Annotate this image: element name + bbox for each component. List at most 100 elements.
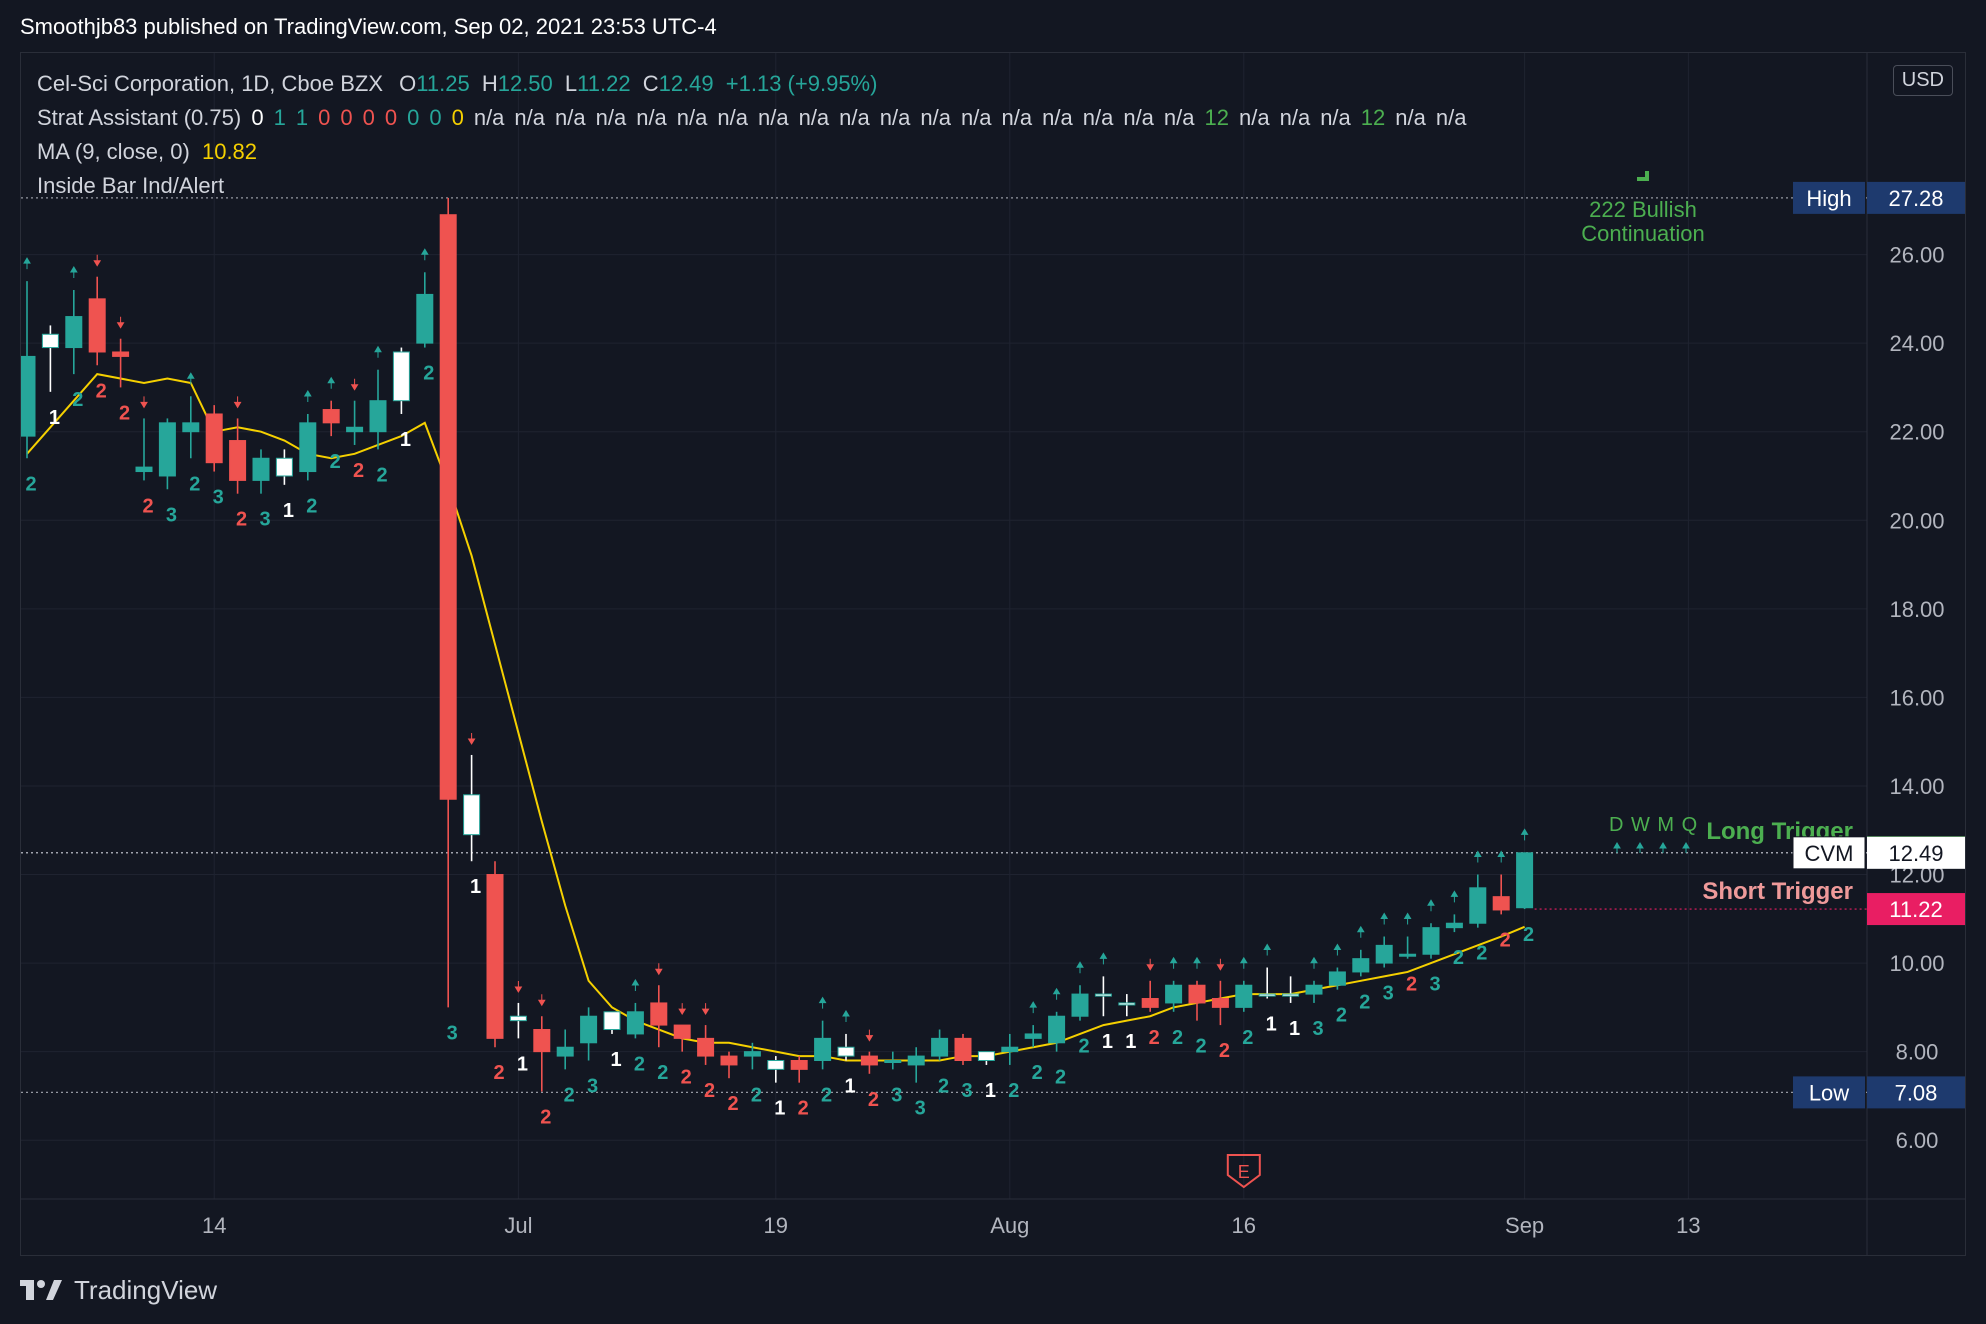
- cvm-tag: [1792, 836, 1866, 870]
- published-header: Smoothjb83 published on TradingView.com,…: [20, 14, 717, 39]
- ma-line-lead: [26, 373, 216, 455]
- strat-values: 0 1 1 0 0 0 0 0 0 0 n/a n/a n/a n/a n/a n/a n/a n/a n/a n/a…: [247, 105, 1466, 130]
- candle: 3: [907, 1047, 926, 1120]
- candle: 1: [275, 449, 294, 522]
- candle: 2: [182, 372, 200, 495]
- candle-body: [533, 1029, 551, 1053]
- arrow-up-icon: [327, 376, 336, 389]
- candle-body: [907, 1055, 925, 1066]
- arrow-up-icon: [1356, 925, 1365, 938]
- candle: 2: [88, 254, 107, 402]
- currency-button[interactable]: USD: [1892, 65, 1953, 96]
- strat-value: 0: [340, 105, 353, 130]
- price-tick-label: 14.00: [1889, 774, 1944, 799]
- candle: 2: [1048, 987, 1066, 1089]
- candle: 1: [1282, 976, 1300, 1040]
- strat-value: n/a: [473, 105, 505, 130]
- tradingview-logo-icon: [20, 1280, 62, 1300]
- price-tick-label: 24.00: [1889, 331, 1944, 356]
- candle: 3: [954, 1033, 973, 1102]
- arrow-up-icon: [186, 372, 195, 385]
- arrow-down-icon: [654, 963, 663, 976]
- candle-body: [790, 1060, 808, 1070]
- pattern-label-line2: Continuation: [1581, 221, 1705, 246]
- tradingview-brand: TradingView: [74, 1274, 218, 1305]
- arrow-up-icon: [1193, 956, 1201, 969]
- dwmq-label: D W M Q: [1609, 814, 1698, 836]
- candle-body: [182, 422, 200, 433]
- price-axis: 6.008.0010.0012.0014.0016.0018.0020.0022…: [1889, 243, 1944, 1154]
- candle-body: [416, 293, 434, 344]
- symbol-legend[interactable]: Cel-Sci Corporation, 1D, Cboe BZX O11.25…: [37, 71, 877, 97]
- candle: 1: [603, 1011, 622, 1071]
- ma-legend[interactable]: MA (9, close, 0) 10.82: [37, 139, 257, 165]
- arrow-down-icon: [1146, 958, 1155, 971]
- time-tick-label: Jul: [504, 1213, 532, 1238]
- candle: 2: [1492, 850, 1511, 951]
- arrow-up-icon: [1520, 828, 1529, 841]
- candle: 1: [509, 980, 528, 1075]
- time-axis: 14 Jul 19 Aug 16 Sep 13: [202, 1213, 1701, 1238]
- pattern-flag-icon: [1637, 171, 1649, 181]
- price-tick-label: 6.00: [1896, 1128, 1939, 1153]
- price-tick-label: 16.00: [1889, 685, 1944, 710]
- candle: 1: [41, 325, 60, 429]
- candle: 2: [1141, 958, 1160, 1049]
- strat-number: 1: [774, 1098, 785, 1120]
- high-box: [1867, 181, 1965, 214]
- footer: TradingView: [20, 1272, 217, 1308]
- candle-body: [1492, 896, 1510, 911]
- strat-number: 3: [1312, 1018, 1323, 1040]
- candle: 2: [650, 963, 668, 1084]
- pattern-label-line1: 222 Bullish: [1589, 197, 1697, 222]
- candle-body: [743, 1051, 761, 1057]
- strat-value: n/a: [757, 105, 789, 130]
- candle-body: [1375, 944, 1393, 964]
- time-tick-label: 14: [202, 1213, 226, 1238]
- strat-value: 0: [429, 105, 442, 130]
- strat-number: 2: [564, 1084, 575, 1106]
- ma-value: 10.82: [201, 139, 258, 164]
- strat-value: n/a: [717, 105, 748, 130]
- high-tag-label: High: [1806, 186, 1851, 211]
- strat-value: n/a: [1163, 105, 1195, 130]
- candle-body: [720, 1055, 738, 1066]
- candle-body: [1235, 984, 1253, 1008]
- arrow-up-icon: [1029, 1001, 1038, 1014]
- candle-body: [1328, 971, 1346, 986]
- time-tick-label: 19: [764, 1213, 788, 1238]
- candle: 2: [1469, 850, 1487, 965]
- strat-assistant-legend[interactable]: Strat Assistant (0.75) 0 1 1 0 0 0 0 0 0 0 n/a n/a n…: [37, 105, 1466, 131]
- candle-body: [860, 1055, 878, 1066]
- candle-body: [112, 351, 130, 357]
- candle-body: [697, 1037, 715, 1057]
- candle: 2: [1445, 890, 1464, 969]
- candle: 1: [1258, 943, 1277, 1036]
- candle: 2: [673, 1003, 692, 1089]
- strat-value: 0: [362, 105, 375, 130]
- candle-body: [767, 1060, 785, 1070]
- inside-bar-legend[interactable]: Inside Bar Ind/Alert: [37, 173, 224, 199]
- strat-number: 3: [587, 1076, 598, 1098]
- arrow-down-icon: [701, 1003, 710, 1016]
- candle-body: [1282, 993, 1300, 997]
- strat-number: 2: [727, 1093, 738, 1115]
- strat-number: 2: [1500, 929, 1511, 951]
- arrow-down-icon: [350, 378, 359, 391]
- trigger-arrow-icon: [1682, 842, 1690, 853]
- candle-body: [299, 422, 317, 473]
- arrow-up-icon: [1450, 890, 1459, 903]
- candle: 1: [1118, 994, 1136, 1053]
- low-box: [1867, 1076, 1965, 1109]
- candle: 2: [135, 396, 154, 517]
- short-trigger-label: Short Trigger: [1702, 878, 1853, 905]
- arrow-down-icon: [514, 980, 523, 993]
- candle: 2: [1024, 1001, 1043, 1084]
- candle-body: [580, 1015, 598, 1044]
- open-label: O: [399, 71, 417, 96]
- candle: 2: [1328, 943, 1347, 1027]
- strat-value: 0: [451, 105, 464, 130]
